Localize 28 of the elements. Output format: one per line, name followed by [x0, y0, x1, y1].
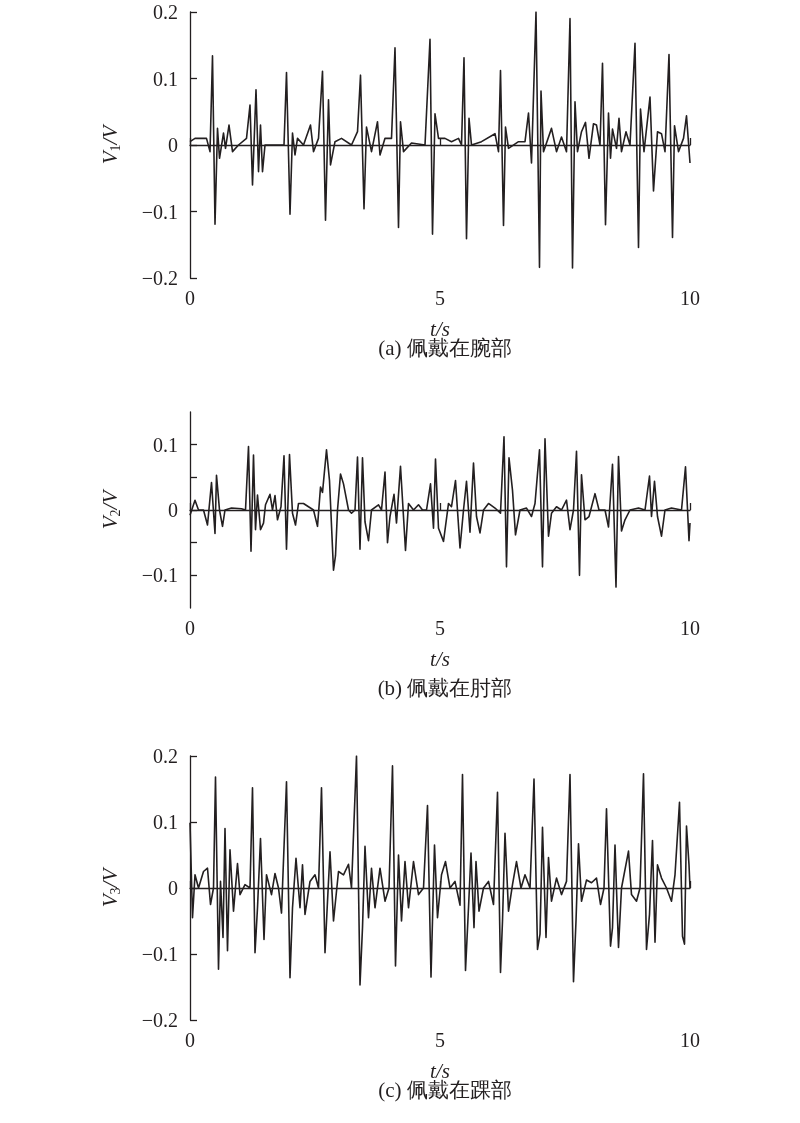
y-axis-title: V1/V	[98, 123, 123, 165]
y-tick-label: 0.2	[153, 745, 178, 767]
x-tick-label: 0	[185, 1029, 195, 1051]
y-tick-label: 0	[168, 877, 178, 899]
y-tick-label: 0.2	[153, 1, 178, 23]
x-tick-label: 5	[435, 1029, 445, 1051]
x-tick-label: 0	[185, 287, 195, 309]
text: (b) 佩戴在肘部	[377, 675, 513, 700]
y-tick-label: −0.2	[141, 1009, 178, 1031]
y-tick-label: 0.1	[153, 67, 178, 90]
y-tick-label: −0.1	[141, 200, 178, 223]
x-tick-label: 10	[680, 617, 700, 639]
line-series	[189, 11, 691, 269]
y-axis-title: V3/V	[98, 866, 123, 908]
x-tick-label: 10	[680, 1029, 700, 1051]
x-tick-label: 5	[435, 287, 445, 309]
y-tick-label: 0	[168, 134, 178, 156]
y-tick-label: −0.2	[141, 267, 178, 289]
x-axis-title: t/s	[430, 646, 450, 671]
y-tick-label: 0	[168, 499, 178, 521]
y-tick-label: −0.1	[141, 564, 178, 587]
y-tick-label: 0.1	[153, 811, 178, 833]
x-tick-label: 10	[680, 287, 700, 309]
y-tick-label: −0.1	[141, 943, 178, 965]
y-axis-title: V2/V	[98, 488, 123, 530]
x-tick-label: 0	[185, 617, 195, 639]
y-tick-label: 0.1	[153, 433, 178, 456]
x-tick-label: 5	[435, 617, 445, 639]
